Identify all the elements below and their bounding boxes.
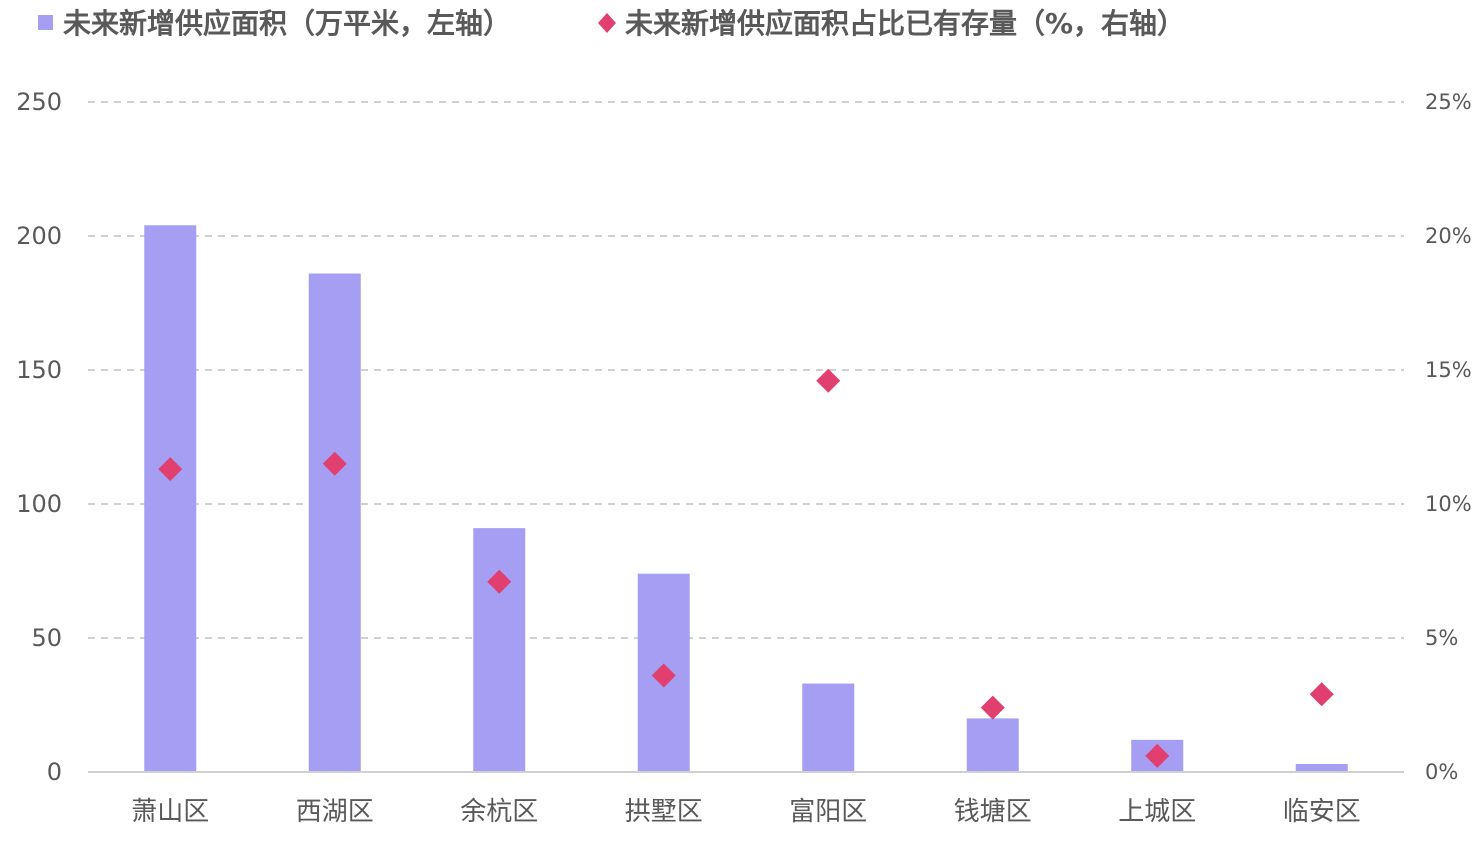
category-labels: 萧山区 西湖区 余杭区 拱墅区 富阳区 钱塘区 上城区 临安区	[131, 797, 1361, 827]
right-tick-label: 15%	[1425, 358, 1472, 382]
scatter-point	[1309, 682, 1334, 707]
bar	[473, 528, 526, 772]
right-tick-label: 5%	[1425, 626, 1458, 650]
left-tick-label: 150	[16, 356, 62, 384]
right-tick-label: 0%	[1425, 760, 1458, 784]
category-label: 拱墅区	[625, 797, 703, 827]
legend-bar-swatch	[38, 15, 53, 30]
bar	[308, 273, 361, 772]
left-tick-label: 50	[31, 624, 62, 652]
scatter-point	[651, 663, 676, 688]
right-tick-label: 25%	[1425, 90, 1472, 114]
gridlines	[88, 101, 1404, 639]
left-tick-label: 250	[16, 88, 62, 116]
scatter-point	[980, 695, 1005, 720]
category-label: 西湖区	[296, 797, 374, 827]
bar	[966, 718, 1019, 772]
scatter-point	[816, 368, 841, 393]
legend-bar-label: 未来新增供应面积（万平米，左轴）	[63, 7, 511, 40]
category-label: 钱塘区	[954, 797, 1032, 827]
left-tick-label: 0	[47, 758, 62, 786]
category-label: 上城区	[1118, 797, 1196, 827]
category-label: 余杭区	[460, 797, 538, 827]
bar-series	[144, 225, 1348, 772]
right-tick-label: 20%	[1425, 224, 1472, 248]
scatter-series	[158, 368, 1334, 768]
category-label: 富阳区	[789, 797, 867, 827]
right-tick-label: 10%	[1425, 492, 1472, 516]
left-axis-ticks: 0 50 100 150 200 250	[16, 88, 62, 786]
category-label: 萧山区	[131, 797, 209, 827]
left-tick-label: 200	[16, 222, 62, 250]
scatter-point	[322, 451, 347, 476]
scatter-point	[487, 569, 512, 594]
bar	[1295, 763, 1348, 772]
legend-diamond-swatch	[598, 13, 616, 33]
left-tick-label: 100	[16, 490, 62, 518]
legend: 未来新增供应面积（万平米，左轴） 未来新增供应面积占比已有存量（%，右轴）	[38, 7, 1185, 40]
scatter-point	[1145, 743, 1170, 768]
scatter-point	[158, 457, 183, 482]
right-axis-ticks: 0% 5% 10% 15% 20% 25%	[1425, 90, 1472, 784]
legend-scatter-label: 未来新增供应面积占比已有存量（%，右轴）	[625, 7, 1185, 40]
bar	[144, 225, 197, 772]
bar	[802, 683, 855, 772]
category-label: 临安区	[1283, 797, 1361, 827]
